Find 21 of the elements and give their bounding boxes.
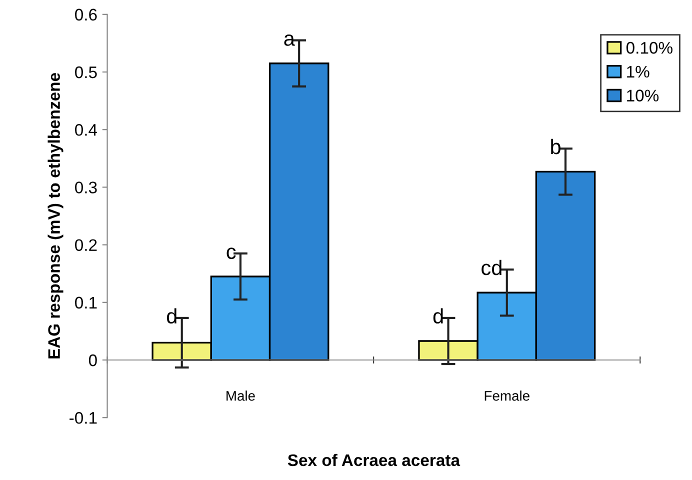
legend-label: 0.10% [626,42,672,54]
y-tick-label: 0.2 [75,239,97,252]
x-axis-title: Sex of Acraea acerata [288,454,460,466]
y-tick-label: 0.3 [75,182,97,194]
annotation: b [551,138,560,154]
legend-label: 1% [627,66,650,78]
y-tick-label: 0.6 [75,8,97,21]
annotation: c [226,248,236,260]
y-tick-label: -0.1 [70,412,97,424]
y-tick-label: 0.4 [75,124,98,136]
annotation: a [284,34,295,46]
annotation: cd [482,260,502,276]
annotation: d [166,308,176,324]
x-tick-label: Male [226,390,255,401]
y-tick-label: 0.5 [75,66,97,78]
y-tick-label: 0 [88,354,97,366]
y-axis-title: EAG response (mV) to ethylbenzene [48,73,64,358]
annotation: d [433,308,443,324]
x-tick-label: Female [484,390,530,401]
legend-label: 10% [627,90,659,102]
y-tick-label: 0.1 [75,296,97,309]
